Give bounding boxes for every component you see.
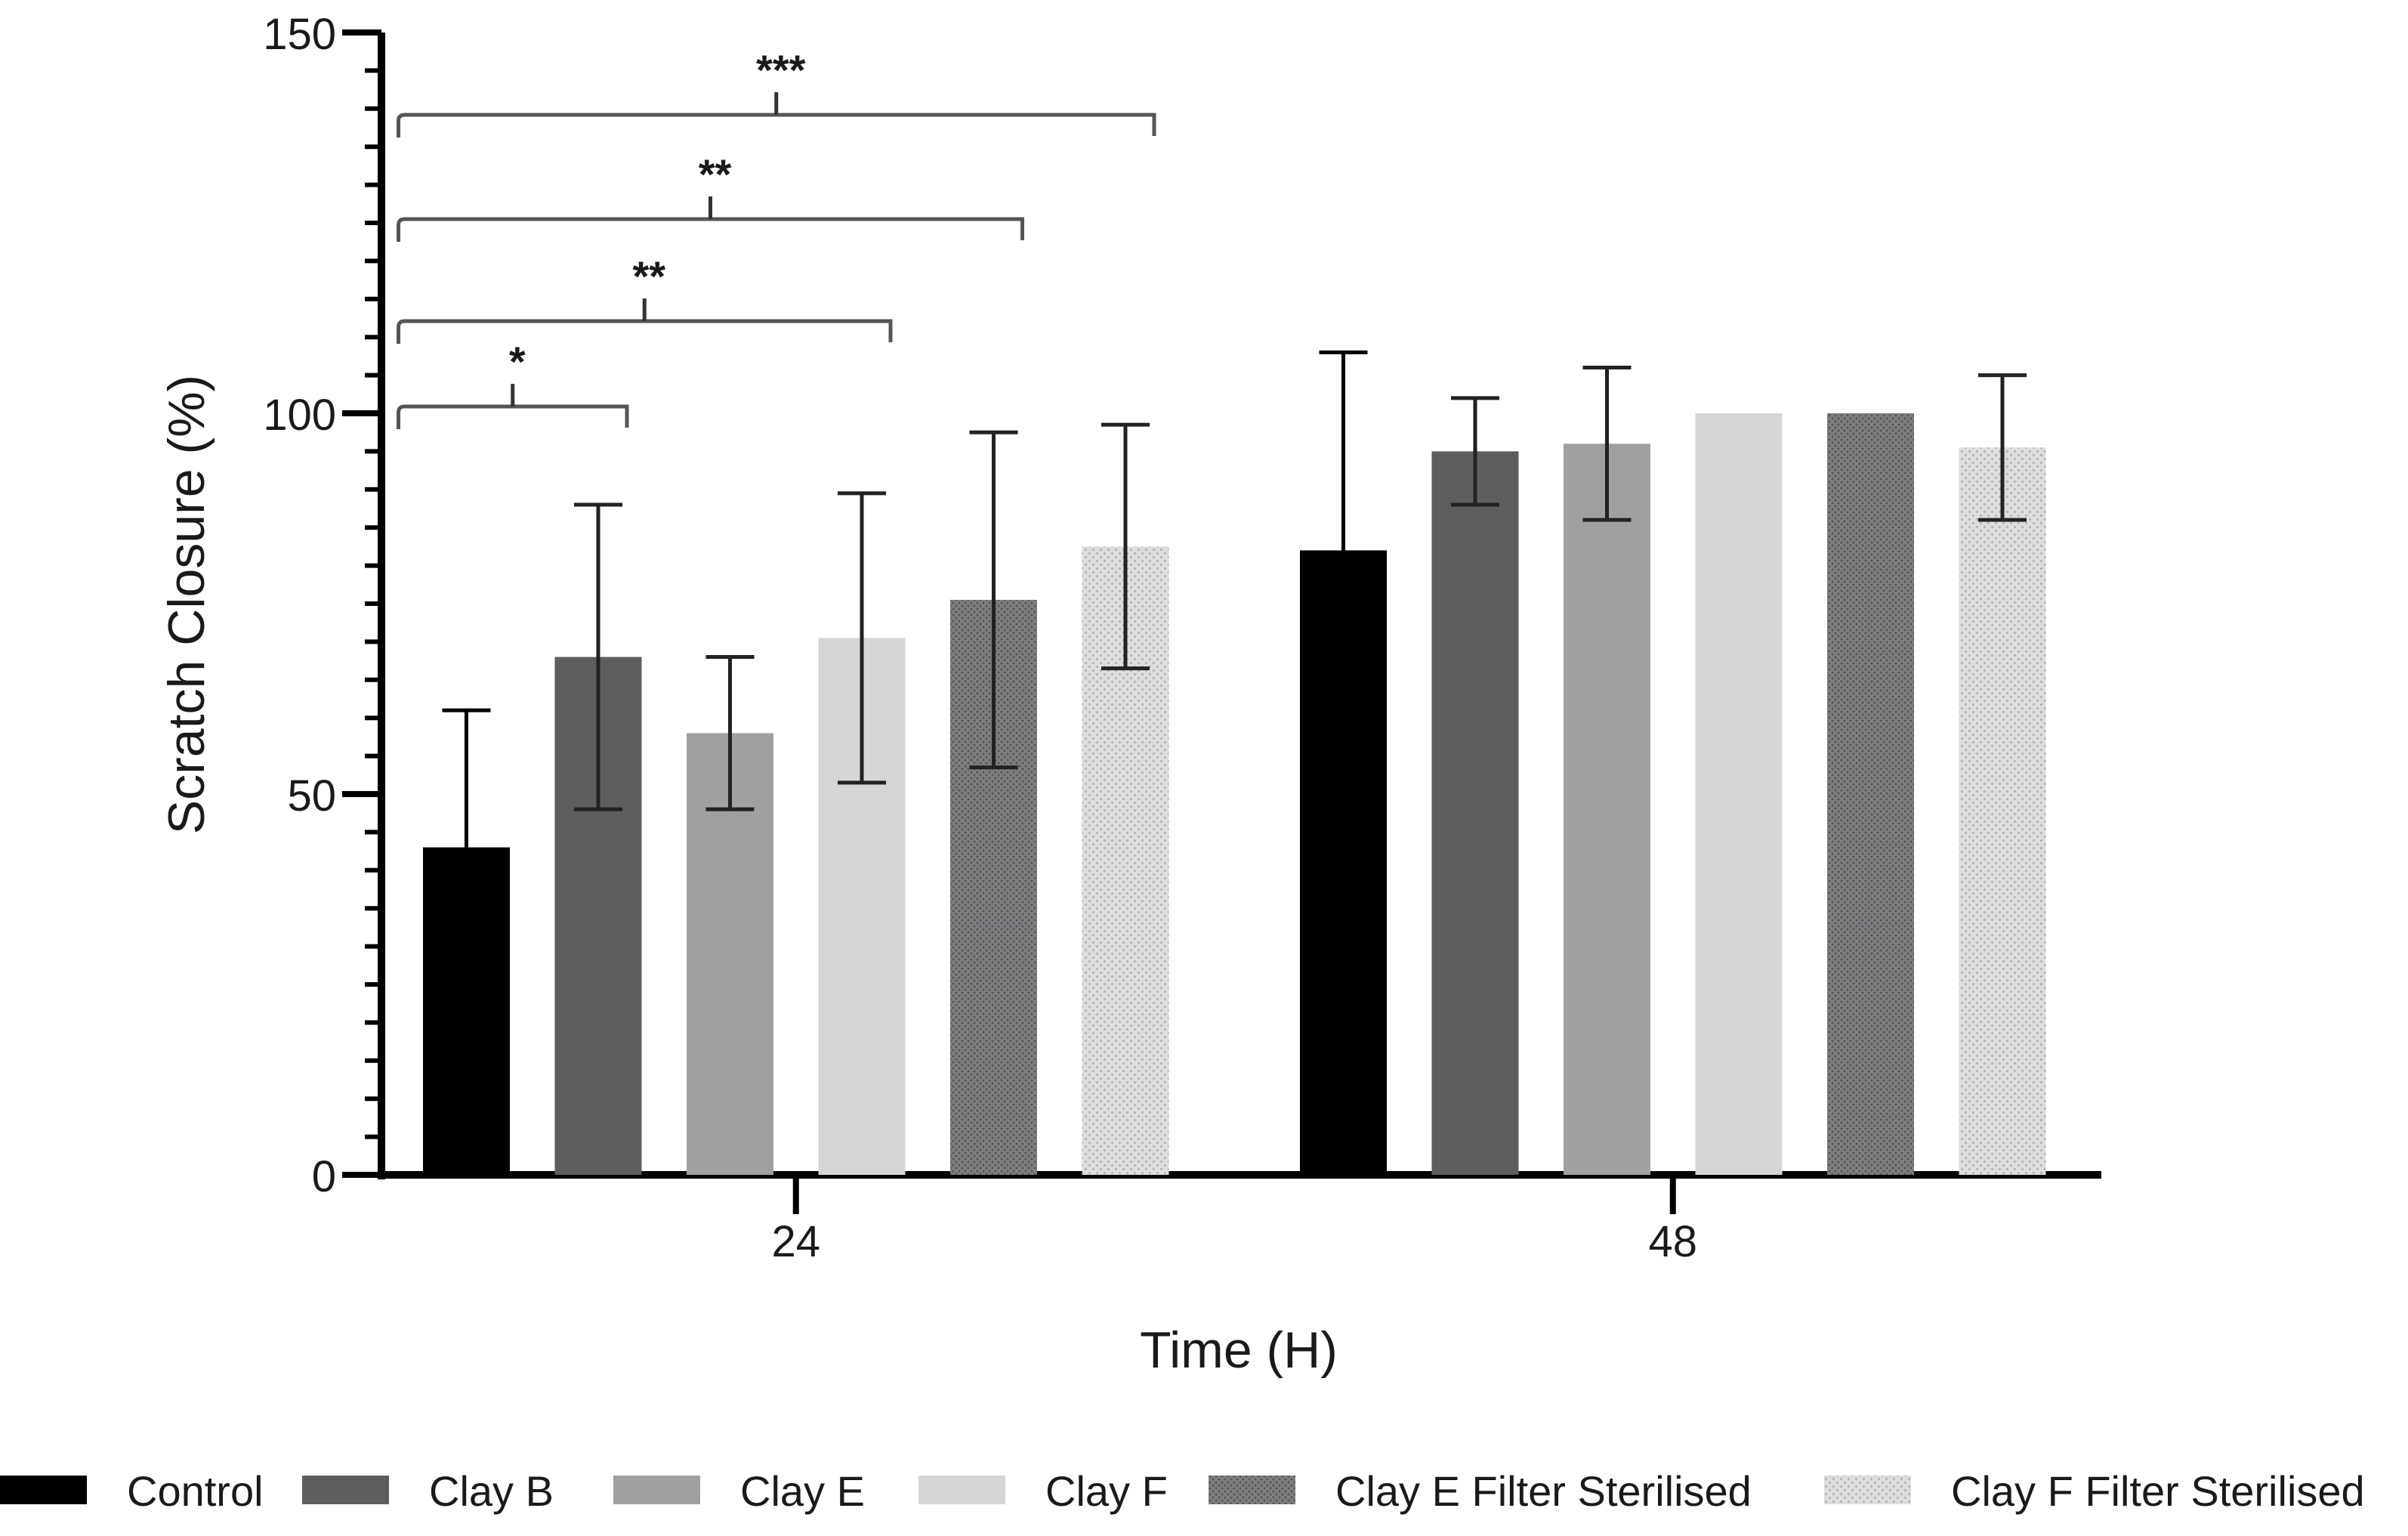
bar [1827, 413, 1914, 1175]
significance-bracket [397, 217, 1024, 242]
axes: 0 50 100 150 24 48 [263, 10, 2101, 1266]
axis-labels: Scratch Closure (%) Time (H) [158, 375, 1338, 1379]
y-tick-label: 0 [312, 1152, 336, 1201]
legend-swatch [918, 1476, 1005, 1504]
legend-label: Clay B [429, 1467, 554, 1515]
significance-label: ** [699, 150, 732, 198]
legend-swatch [302, 1476, 389, 1504]
error-bars [442, 350, 2027, 987]
x-tick-label: 48 [1648, 1217, 1697, 1266]
bar [1431, 451, 1519, 1175]
bars [423, 413, 2046, 1175]
legend-label: Clay F [1045, 1467, 1168, 1515]
x-axis-label: Time (H) [1140, 1321, 1338, 1379]
y-tick-label: 50 [287, 771, 336, 821]
x-tick-label: 24 [771, 1217, 820, 1266]
significance-bracket [397, 113, 1156, 138]
y-tick-label: 100 [263, 391, 336, 440]
y-tick-label: 150 [263, 10, 336, 59]
legend-swatch [613, 1476, 700, 1504]
legend: Control Clay B Clay E Clay F Clay E Filter S… [0, 1467, 2365, 1515]
bar [1959, 447, 2046, 1175]
legend-swatch [1824, 1476, 1911, 1504]
bar [1564, 443, 1650, 1175]
significance-label: *** [756, 46, 806, 94]
legend-label: Control [127, 1467, 264, 1515]
significance-bracket [397, 404, 629, 429]
legend-label: Clay E [740, 1467, 865, 1515]
significance-label: ** [632, 252, 665, 300]
significance-brackets: ******** [397, 46, 1156, 429]
legend-swatch [1209, 1476, 1295, 1504]
legend-label: Clay E Filter Sterilised [1335, 1467, 1752, 1515]
bar [1695, 413, 1783, 1175]
legend-label: Clay F Filter Sterilised [1951, 1467, 2365, 1515]
significance-label: * [509, 338, 526, 385]
significance-bracket [397, 319, 893, 344]
legend-swatch [0, 1476, 87, 1504]
y-axis-label: Scratch Closure (%) [158, 375, 215, 834]
